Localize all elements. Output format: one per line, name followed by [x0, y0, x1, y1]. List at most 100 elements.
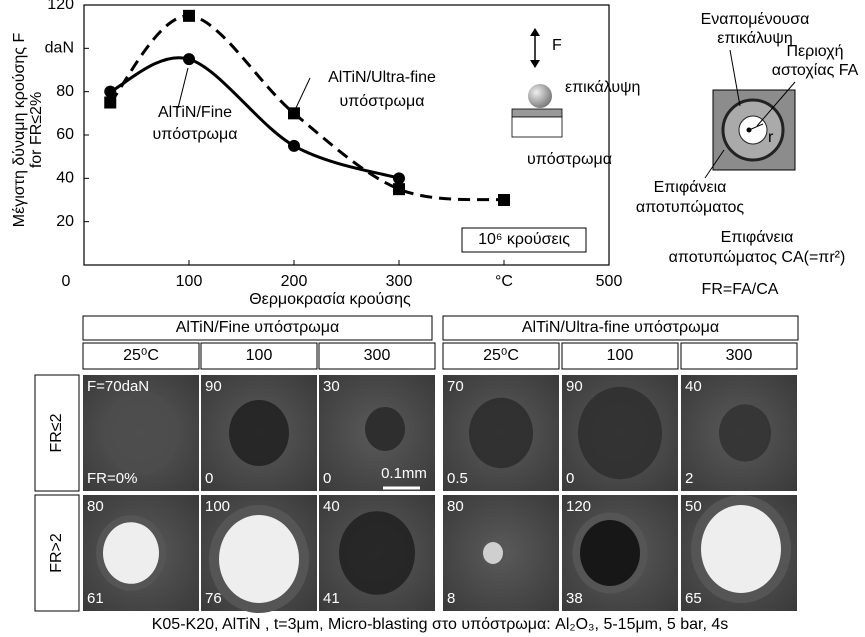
y-tick-label: 60	[56, 126, 74, 143]
failure-area-label: Περιοχή αστοχίας FA	[772, 43, 859, 79]
load-label: 70	[447, 378, 464, 395]
x-tick-label: 0	[62, 273, 71, 290]
temp-header: 25⁰C	[123, 347, 159, 364]
series-label: AlTiN/Ultra-fine υπόστρωμα	[328, 69, 436, 110]
load-label: 40	[685, 378, 702, 395]
imprint	[339, 511, 415, 595]
load-label: 90	[205, 378, 222, 395]
scale-label: 0.1mm	[381, 465, 427, 482]
x-tick-label: °C	[495, 273, 513, 290]
fr-label: 0.5	[447, 470, 468, 487]
fr-label: 41	[323, 590, 340, 607]
indentation-schematic	[511, 28, 563, 138]
row-header: FR≤2	[48, 413, 65, 452]
temp-header: 300	[364, 347, 391, 364]
fr-label: 76	[205, 590, 222, 607]
marker	[183, 9, 195, 22]
fr-label: 2	[685, 470, 693, 487]
load-label: 90	[566, 378, 583, 395]
temp-header-box	[680, 342, 798, 370]
imprint	[483, 542, 503, 564]
marker	[498, 194, 510, 206]
imprint	[103, 391, 179, 475]
row-header-box	[34, 374, 80, 492]
marker	[288, 139, 300, 152]
fr-label: 0	[205, 470, 213, 487]
leader	[294, 77, 311, 111]
load-label: F=70daN	[87, 378, 149, 395]
y-tick-label: 20	[56, 213, 74, 230]
temp-header: 100	[246, 347, 273, 364]
marker	[183, 53, 195, 66]
coating-label: επικάλυψη	[565, 79, 640, 96]
temp-header: 100	[607, 347, 634, 364]
x-tick-label: 300	[386, 273, 413, 290]
load-label: 120	[566, 498, 591, 515]
row-header-box	[34, 494, 80, 612]
annotation-box	[461, 227, 587, 253]
imprint	[469, 397, 533, 469]
x-tick-label: 100	[176, 273, 203, 290]
y-tick-label: 120	[47, 0, 74, 13]
temp-header-box	[200, 342, 318, 370]
imprint	[719, 404, 771, 462]
series-label: AlTiN/Fine υπόστρωμα	[153, 104, 238, 143]
remaining-coating-label: Εναπομένουσα επικάλυψη	[701, 11, 810, 47]
marker	[393, 183, 405, 196]
load-label: 40	[323, 498, 340, 515]
imprint	[578, 386, 662, 480]
y-tick-label: 80	[56, 83, 74, 100]
fr-label: 0	[323, 470, 331, 487]
marker	[104, 96, 117, 109]
imprint	[365, 407, 405, 451]
imprint	[103, 522, 159, 584]
ratio-label: FR=FA/CA	[702, 281, 779, 298]
substrate-label: υπόστρωμα	[527, 151, 612, 168]
imprint	[219, 515, 299, 603]
x-axis-label: Θερμοκρασία κρούσης	[249, 291, 411, 308]
leader	[177, 67, 189, 109]
series-line	[109, 56, 400, 180]
x-tick-label: 200	[281, 273, 308, 290]
fr-label: 38	[566, 590, 583, 607]
temp-header: 25⁰C	[483, 347, 519, 364]
y-tick-label: 40	[56, 170, 74, 187]
load-label: 100	[205, 498, 230, 515]
imprint	[580, 520, 640, 586]
row-header: FR>2	[48, 533, 65, 573]
series-line	[109, 14, 505, 202]
group-header-box	[82, 315, 433, 341]
fr-label: 65	[685, 590, 702, 607]
temp-header-box	[442, 342, 560, 370]
fr-label: FR=0%	[87, 470, 137, 487]
temp-header-box	[82, 342, 200, 370]
load-label: 80	[447, 498, 464, 515]
group-header: AlTiN/Fine υπόστρωμα	[176, 319, 339, 336]
load-label: 80	[87, 498, 104, 515]
marker	[104, 85, 117, 98]
force-label: F	[552, 37, 562, 54]
radius-label: r	[768, 129, 774, 146]
caption: K05-K20, AlTiN , t=3μm, Micro-blasting σ…	[152, 616, 729, 633]
x-tick-label: 500	[596, 273, 623, 290]
marker	[393, 172, 405, 185]
fr-label: 61	[87, 590, 104, 607]
fr-label: 8	[447, 590, 455, 607]
fr-label: 0	[566, 470, 574, 487]
load-label: 30	[323, 378, 340, 395]
temp-header-box	[561, 342, 679, 370]
imprint-area-label: Επιφάνεια αποτυπώματος CA(=πr²)	[669, 229, 846, 266]
imprint-surface-label: Επιφάνεια αποτυπώματος	[636, 179, 745, 216]
y-axis-label: Μέγιστη δύναμη κρούσης Ffor FR≤2%	[11, 33, 45, 228]
temp-header: 300	[726, 347, 753, 364]
imprint	[229, 400, 289, 466]
imprint-schematic	[704, 49, 796, 179]
group-header: AlTiN/Ultra-fine υπόστρωμα	[522, 319, 719, 336]
group-header-box	[442, 315, 799, 341]
imprint	[701, 505, 781, 593]
load-label: 50	[685, 498, 702, 515]
y-tick-label: daN	[45, 40, 74, 57]
marker	[288, 107, 300, 120]
annotation: 10⁶ κρούσεις	[478, 231, 570, 248]
